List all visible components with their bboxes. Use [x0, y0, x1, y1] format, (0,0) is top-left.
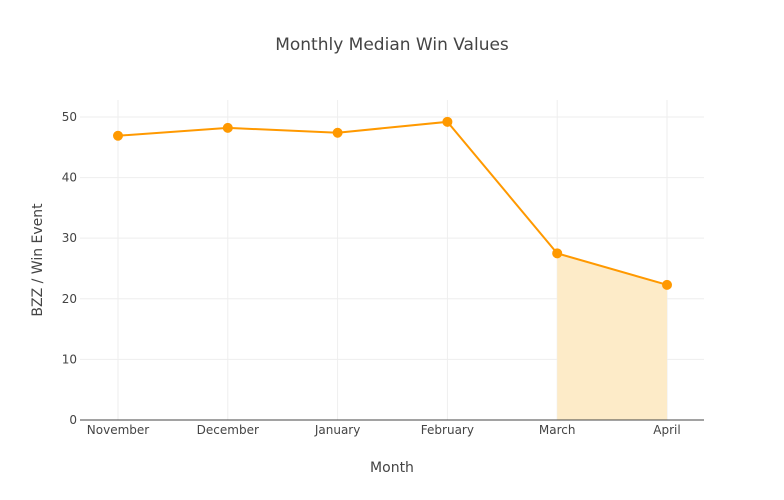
y-tick-label: 30	[62, 231, 77, 245]
y-tick-label: 10	[62, 352, 77, 366]
series-marks	[113, 116, 672, 290]
y-tick-label: 20	[62, 292, 77, 306]
tick-labels: November December January February March Apri…	[62, 110, 681, 437]
x-tick-label: November	[87, 423, 149, 437]
series-line	[117, 120, 668, 286]
y-tick-label: 0	[69, 413, 77, 427]
x-tick-label: December	[197, 423, 259, 437]
shaded-area	[557, 253, 667, 420]
x-axis-title: Month	[370, 460, 414, 476]
x-tick-label: April	[653, 423, 680, 437]
data-point	[113, 130, 123, 141]
y-tick-label: 50	[62, 110, 77, 124]
data-point	[552, 248, 563, 259]
data-point	[332, 127, 343, 138]
y-axis-title: BZZ / Win Event	[30, 203, 46, 317]
data-point	[442, 116, 453, 127]
x-tick-label: March	[539, 423, 576, 437]
chart-title: Monthly Median Win Values	[275, 35, 509, 55]
y-tick-label: 40	[62, 171, 77, 185]
x-tick-label: January	[314, 423, 361, 437]
data-point	[222, 122, 233, 133]
data-point	[662, 279, 672, 290]
x-tick-label: February	[421, 423, 474, 437]
